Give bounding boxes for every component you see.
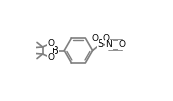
Text: S: S <box>97 39 103 49</box>
Text: O: O <box>119 40 126 49</box>
Text: O: O <box>102 34 109 43</box>
Text: B: B <box>52 45 59 56</box>
Text: O: O <box>91 34 98 43</box>
Text: O: O <box>47 39 54 48</box>
Text: N: N <box>105 40 112 49</box>
Text: O: O <box>47 53 54 62</box>
